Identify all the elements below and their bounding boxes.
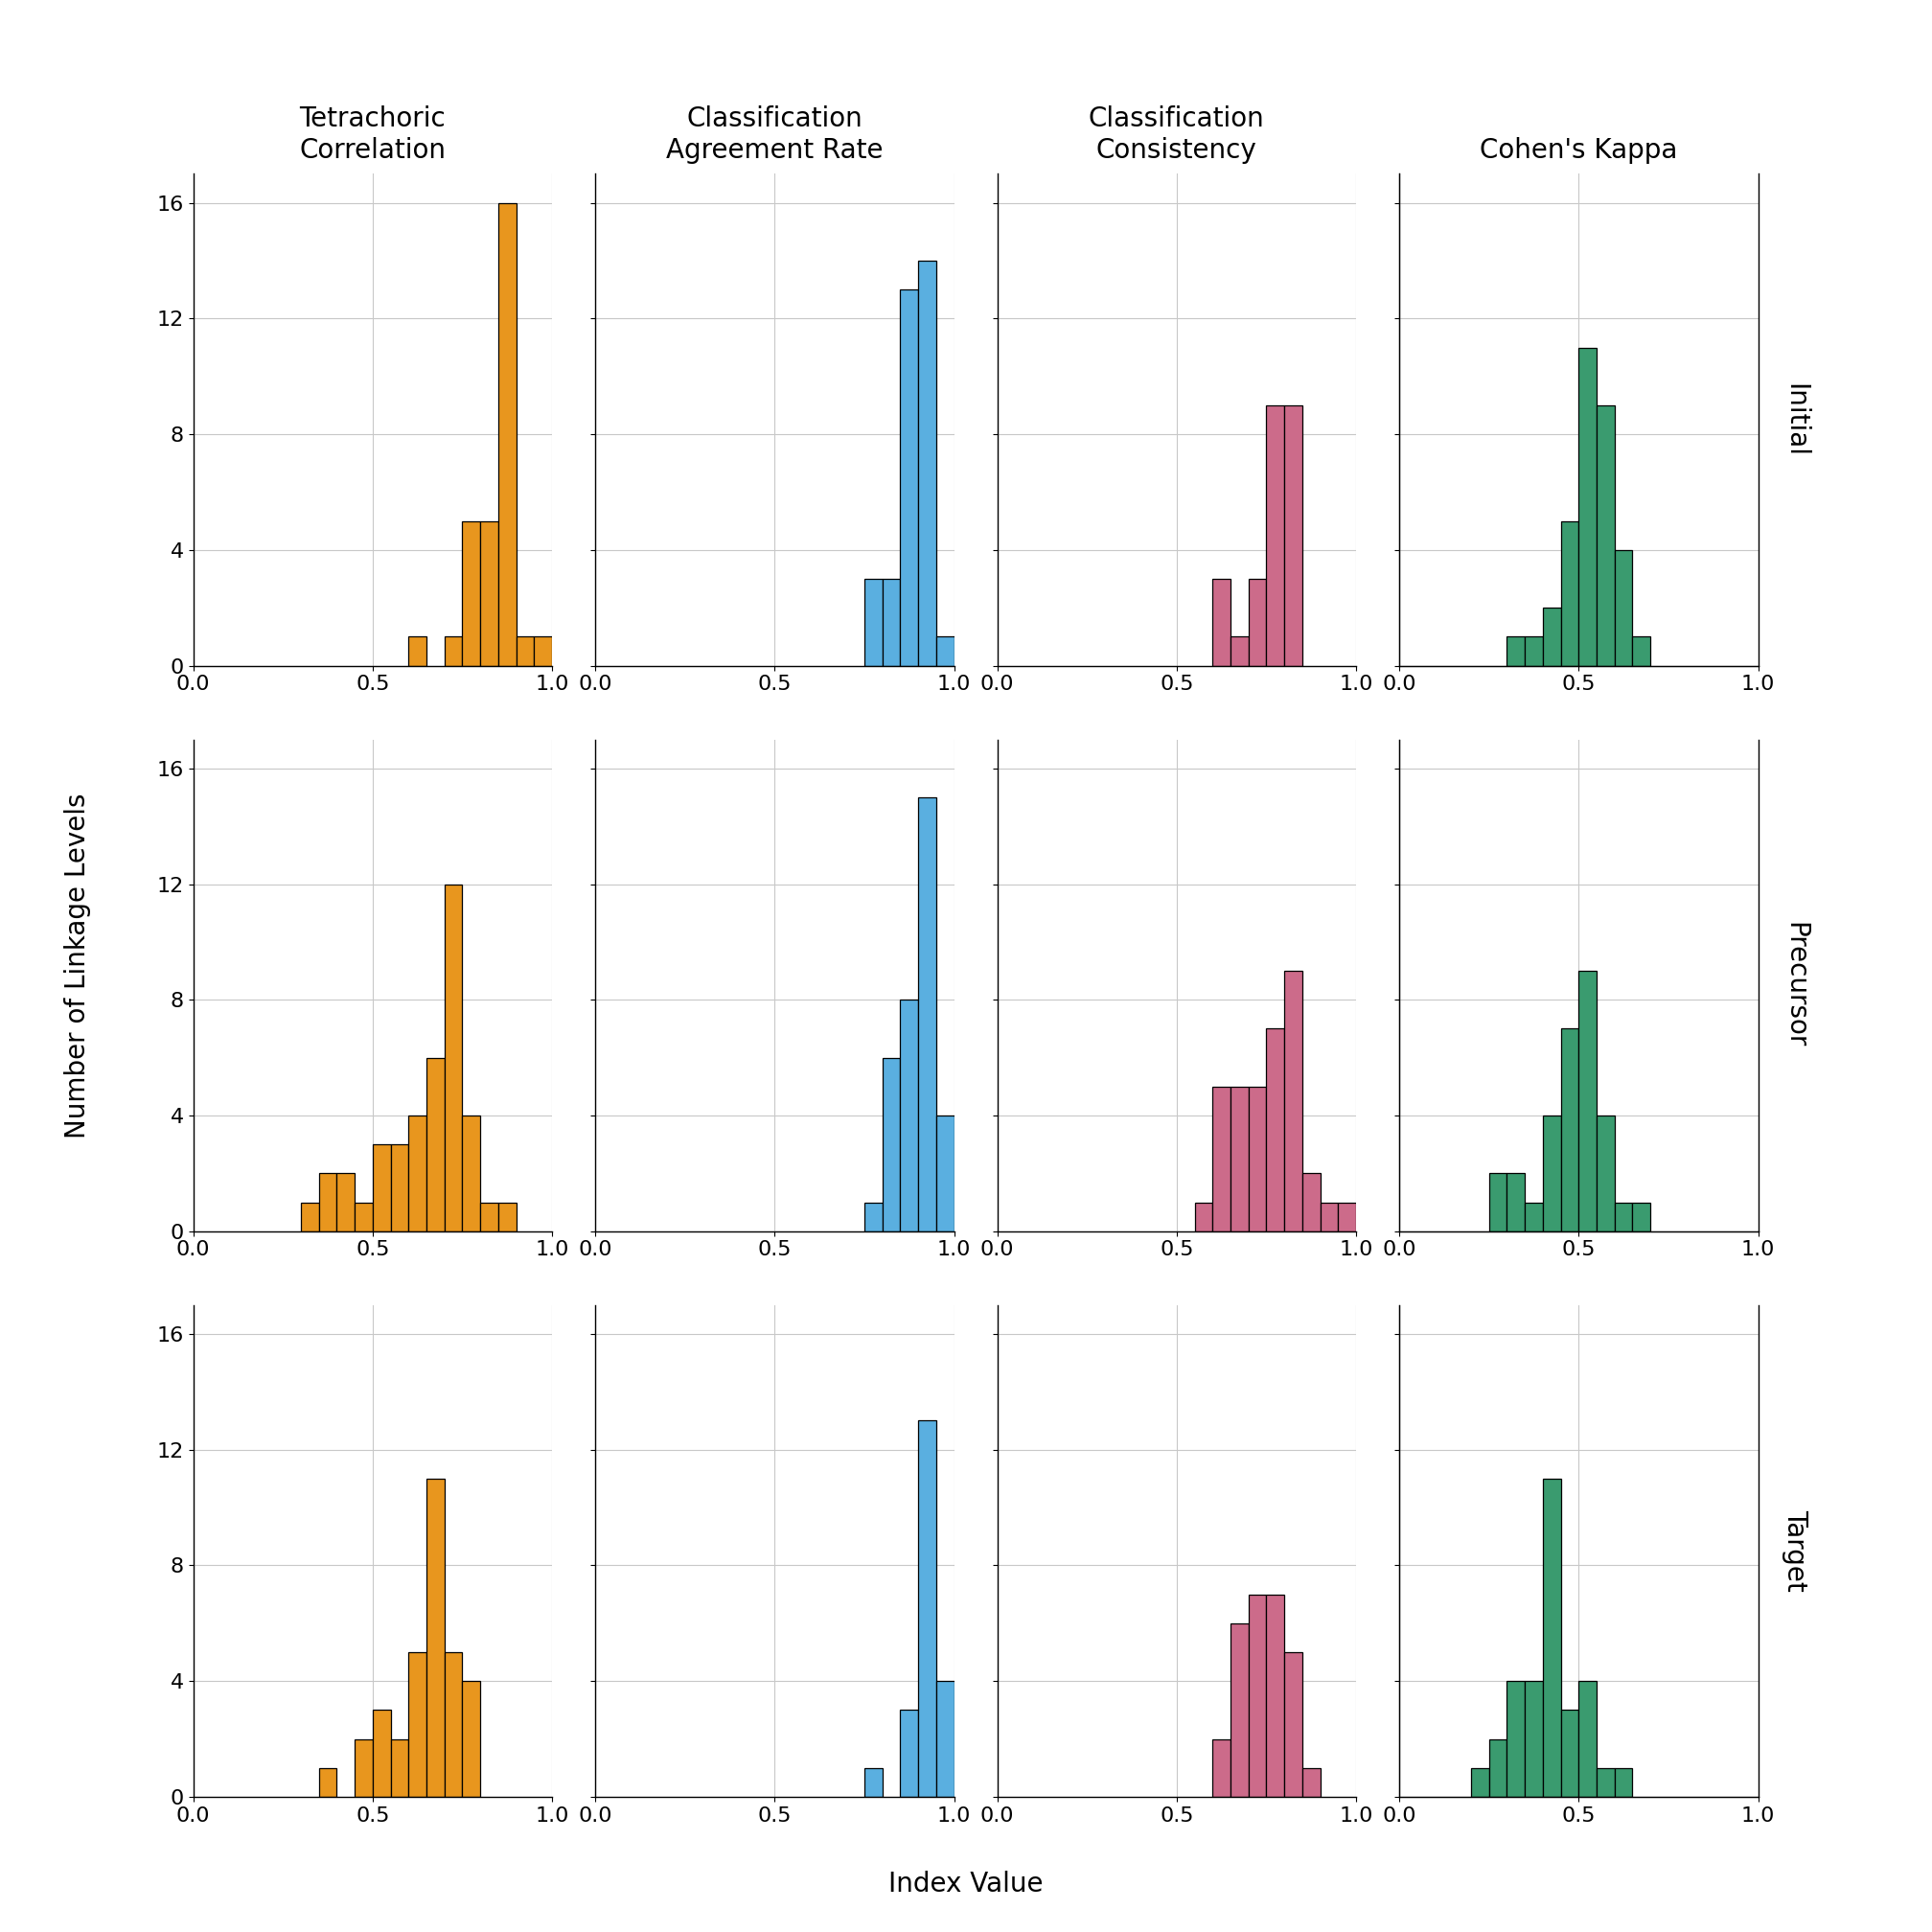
Bar: [1615, 1768, 1633, 1797]
Bar: [918, 261, 937, 667]
Bar: [373, 1144, 390, 1231]
Bar: [1596, 1115, 1615, 1231]
Bar: [883, 580, 900, 667]
Bar: [937, 1681, 954, 1797]
Bar: [1248, 580, 1265, 667]
Bar: [864, 1202, 883, 1231]
Bar: [1285, 406, 1302, 667]
Bar: [355, 1739, 373, 1797]
Bar: [1507, 1173, 1524, 1231]
Bar: [1194, 1202, 1213, 1231]
Bar: [462, 1681, 481, 1797]
Bar: [1302, 1173, 1320, 1231]
Bar: [1470, 1768, 1490, 1797]
Bar: [1596, 406, 1615, 667]
Y-axis label: Precursor: Precursor: [1781, 922, 1808, 1049]
Bar: [373, 1710, 390, 1797]
Bar: [1561, 522, 1578, 667]
Bar: [900, 999, 918, 1231]
Bar: [1561, 1028, 1578, 1231]
Bar: [1231, 1086, 1248, 1231]
Bar: [1490, 1739, 1507, 1797]
Bar: [444, 1652, 462, 1797]
Bar: [1544, 609, 1561, 667]
Bar: [481, 1202, 498, 1231]
Bar: [427, 1478, 444, 1797]
Bar: [900, 290, 918, 667]
Bar: [1213, 580, 1231, 667]
Bar: [1561, 1710, 1578, 1797]
Bar: [1507, 1681, 1524, 1797]
Bar: [1544, 1115, 1561, 1231]
Bar: [462, 1115, 481, 1231]
Title: Cohen's Kappa: Cohen's Kappa: [1480, 137, 1677, 164]
Bar: [1248, 1594, 1265, 1797]
Bar: [937, 638, 954, 667]
Bar: [1231, 638, 1248, 667]
Bar: [444, 885, 462, 1231]
Bar: [516, 638, 533, 667]
Bar: [462, 522, 481, 667]
Title: Classification
Consistency: Classification Consistency: [1088, 106, 1265, 164]
Bar: [1524, 1202, 1544, 1231]
Bar: [918, 1420, 937, 1797]
Title: Tetrachoric
Correlation: Tetrachoric Correlation: [299, 106, 446, 164]
Bar: [1231, 1623, 1248, 1797]
Bar: [1615, 1202, 1633, 1231]
Bar: [1596, 1768, 1615, 1797]
Bar: [301, 1202, 319, 1231]
Bar: [1578, 972, 1596, 1231]
Bar: [336, 1173, 355, 1231]
Bar: [390, 1739, 408, 1797]
Y-axis label: Target: Target: [1781, 1509, 1808, 1592]
Bar: [1265, 1594, 1285, 1797]
Text: Number of Linkage Levels: Number of Linkage Levels: [64, 794, 91, 1138]
Bar: [1544, 1478, 1561, 1797]
Bar: [444, 638, 462, 667]
Bar: [427, 1057, 444, 1231]
Bar: [1213, 1086, 1231, 1231]
Bar: [1615, 551, 1633, 667]
Bar: [1633, 1202, 1650, 1231]
Bar: [864, 1768, 883, 1797]
Text: Index Value: Index Value: [889, 1870, 1043, 1897]
Bar: [1633, 638, 1650, 667]
Bar: [864, 580, 883, 667]
Bar: [1507, 638, 1524, 667]
Bar: [408, 1652, 427, 1797]
Bar: [1578, 1681, 1596, 1797]
Bar: [408, 1115, 427, 1231]
Bar: [1285, 1652, 1302, 1797]
Bar: [1213, 1739, 1231, 1797]
Bar: [1578, 348, 1596, 667]
Bar: [390, 1144, 408, 1231]
Bar: [1339, 1202, 1356, 1231]
Bar: [319, 1768, 336, 1797]
Bar: [1248, 1086, 1265, 1231]
Bar: [1265, 406, 1285, 667]
Bar: [1285, 972, 1302, 1231]
Bar: [481, 522, 498, 667]
Bar: [498, 1202, 516, 1231]
Bar: [900, 1710, 918, 1797]
Bar: [533, 638, 553, 667]
Title: Classification
Agreement Rate: Classification Agreement Rate: [667, 106, 883, 164]
Bar: [1524, 638, 1544, 667]
Bar: [355, 1202, 373, 1231]
Bar: [918, 798, 937, 1231]
Bar: [1302, 1768, 1320, 1797]
Bar: [408, 638, 427, 667]
Bar: [1490, 1173, 1507, 1231]
Bar: [883, 1057, 900, 1231]
Bar: [1265, 1028, 1285, 1231]
Bar: [937, 1115, 954, 1231]
Y-axis label: Initial: Initial: [1781, 383, 1808, 456]
Bar: [1320, 1202, 1339, 1231]
Bar: [1524, 1681, 1544, 1797]
Bar: [498, 203, 516, 667]
Bar: [319, 1173, 336, 1231]
